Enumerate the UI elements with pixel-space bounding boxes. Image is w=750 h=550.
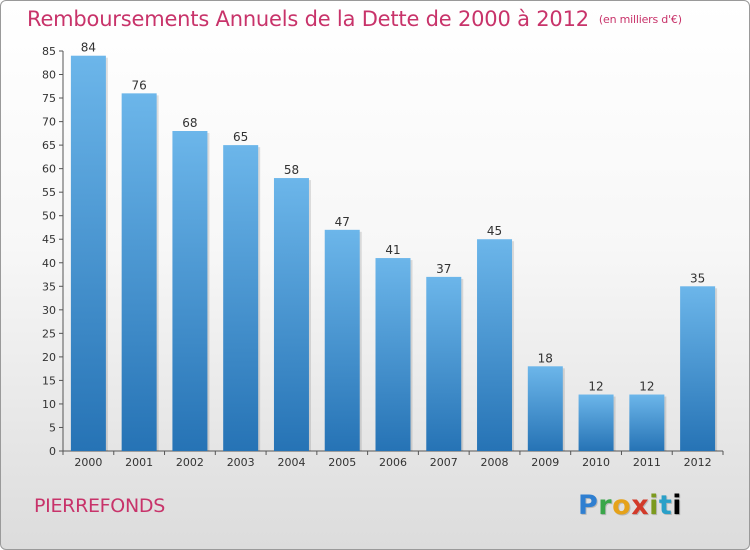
x-tick-label: 2008 (481, 456, 509, 469)
x-tick-label: 2005 (328, 456, 356, 469)
y-tick-label: 20 (42, 351, 56, 364)
x-tick-label: 2011 (633, 456, 661, 469)
logo-letter: i (672, 490, 683, 521)
y-tick-label: 15 (42, 374, 56, 387)
bar (273, 178, 309, 451)
bar-value-label: 65 (233, 130, 248, 144)
logo-letter: r (598, 490, 613, 521)
y-tick-label: 50 (42, 210, 56, 223)
x-tick-label: 2009 (531, 456, 559, 469)
x-tick-label: 2007 (430, 456, 458, 469)
city-name: PIERREFONDS (34, 495, 165, 517)
y-tick-label: 25 (42, 327, 56, 340)
bar (477, 239, 513, 451)
bar-value-label: 84 (81, 41, 96, 55)
y-tick-label: 55 (42, 186, 56, 199)
bar-value-label: 47 (335, 215, 350, 229)
y-tick-label: 40 (42, 257, 56, 270)
bar (375, 258, 411, 451)
y-tick-label: 45 (42, 233, 56, 246)
bar (324, 229, 360, 451)
logo-letter: P (578, 490, 599, 521)
y-tick-label: 10 (42, 398, 56, 411)
bar (680, 286, 716, 451)
bar-value-label: 35 (690, 271, 705, 285)
bar (426, 276, 462, 451)
bar-value-label: 41 (385, 243, 400, 257)
bar-value-label: 37 (436, 262, 451, 276)
y-tick-label: 60 (42, 163, 56, 176)
y-tick-label: 35 (42, 280, 56, 293)
x-tick-label: 2000 (74, 456, 102, 469)
chart-title-text: Remboursements Annuels de la Dette de 20… (27, 7, 589, 31)
bar-value-label: 45 (487, 224, 502, 238)
bar (578, 394, 614, 451)
y-tick-label: 30 (42, 304, 56, 317)
bar (121, 93, 157, 452)
bar-value-label: 58 (284, 163, 299, 177)
bar (629, 394, 665, 451)
logo-letter: t (658, 490, 673, 521)
x-tick-label: 2003 (227, 456, 255, 469)
y-tick-label: 0 (49, 445, 56, 458)
y-tick-label: 75 (42, 92, 56, 105)
chart-unit: (en milliers d'€) (598, 13, 682, 26)
bar-value-label: 76 (132, 78, 147, 92)
x-tick-label: 2012 (684, 456, 712, 469)
bar (172, 131, 208, 451)
y-tick-label: 80 (42, 69, 56, 82)
bar (223, 145, 259, 451)
x-tick-label: 2006 (379, 456, 407, 469)
bar (527, 366, 563, 451)
x-tick-label: 2001 (125, 456, 153, 469)
proxiti-logo[interactable]: Proxiti (578, 490, 682, 521)
logo-letter: x (631, 490, 650, 521)
logo-letter: o (612, 490, 632, 521)
y-tick-label: 85 (42, 45, 56, 58)
x-tick-label: 2010 (582, 456, 610, 469)
y-tick-label: 5 (49, 421, 56, 434)
chart-title: Remboursements Annuels de la Dette de 20… (27, 7, 682, 31)
x-tick-label: 2004 (277, 456, 305, 469)
bar-value-label: 12 (588, 380, 603, 394)
bar (70, 55, 106, 452)
y-tick-label: 70 (42, 116, 56, 129)
bar-value-label: 12 (639, 380, 654, 394)
x-tick-label: 2002 (176, 456, 204, 469)
y-tick-label: 65 (42, 139, 56, 152)
bar-value-label: 68 (182, 116, 197, 130)
logo-letter: i (649, 490, 659, 521)
bar-value-label: 18 (538, 351, 553, 365)
